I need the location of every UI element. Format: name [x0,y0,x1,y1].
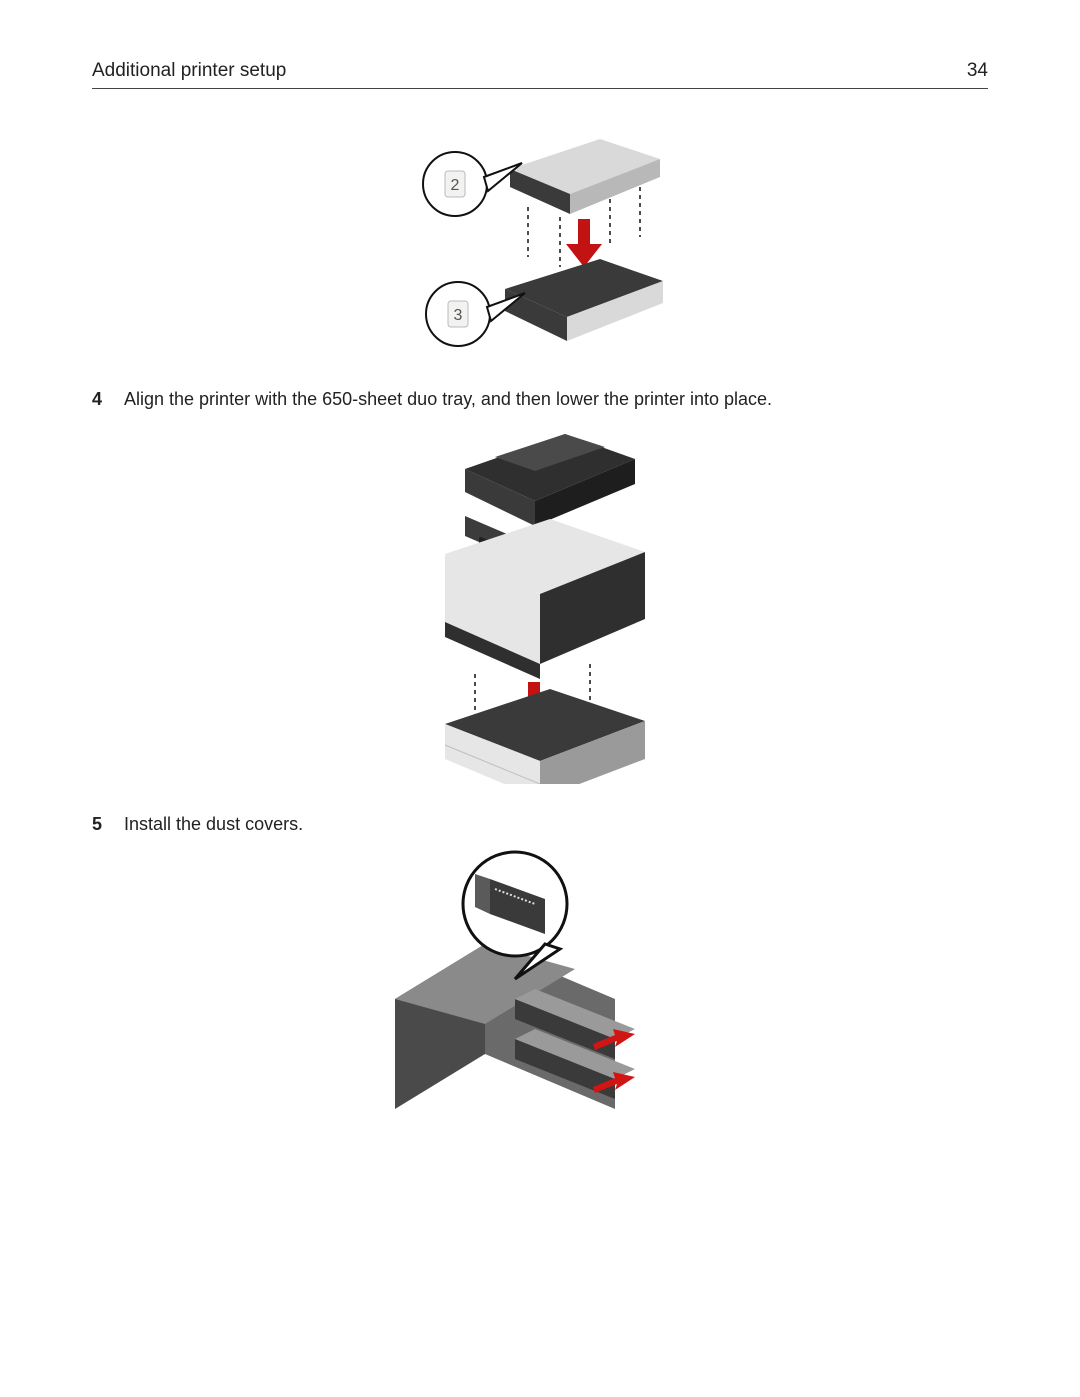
printer-lower-illustration [420,424,660,784]
tray-stack-illustration: 2 3 [410,129,670,359]
figure-tray-stack: 2 3 [92,129,988,359]
figure-printer-lower [92,424,988,784]
step-5: 5 Install the dust covers. [92,812,988,837]
page-number: 34 [967,60,988,82]
document-page: Additional printer setup 34 [0,0,1080,1397]
dust-covers-illustration [395,849,685,1129]
callout-label-2: 2 [451,177,460,194]
step-text: Align the printer with the 650-sheet duo… [124,387,988,412]
section-title: Additional printer setup [92,60,286,82]
page-header: Additional printer setup 34 [92,60,988,89]
step-text: Install the dust covers. [124,812,988,837]
step-number: 5 [92,812,110,837]
callout-label-3: 3 [454,307,463,324]
step-4: 4 Align the printer with the 650-sheet d… [92,387,988,412]
figure-dust-covers [92,849,988,1129]
step-number: 4 [92,387,110,412]
